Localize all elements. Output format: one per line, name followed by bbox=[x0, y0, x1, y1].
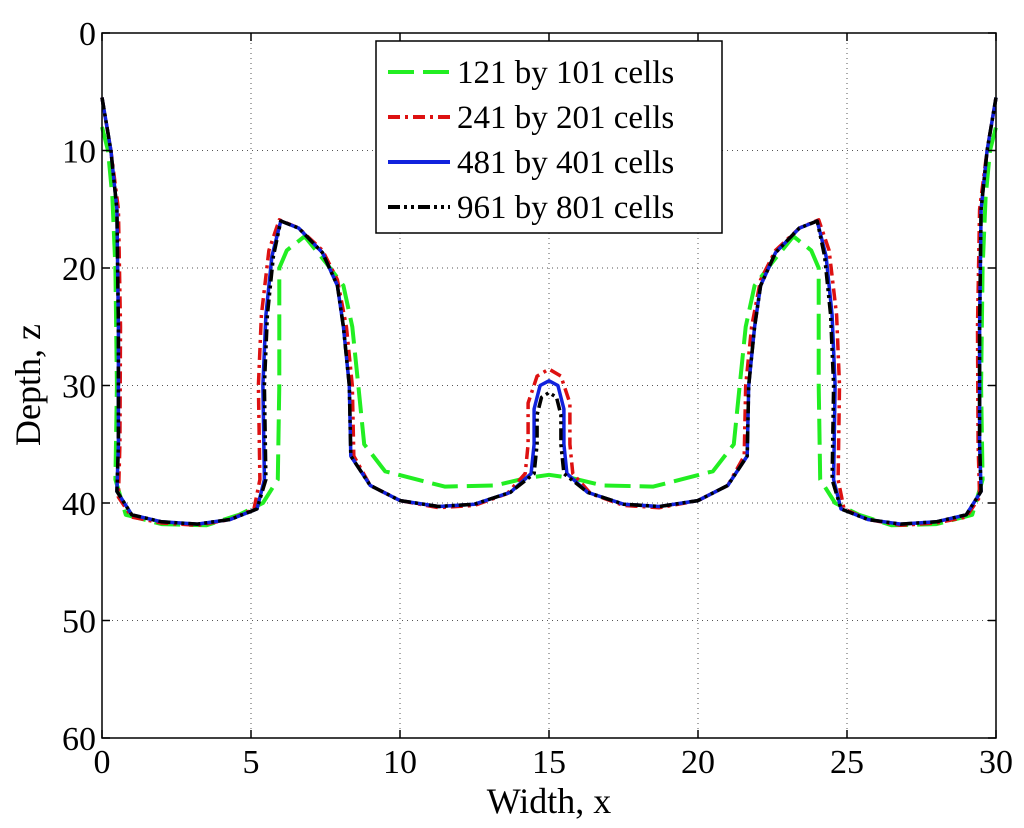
x-tick-label: 10 bbox=[383, 744, 417, 781]
y-tick-label: 20 bbox=[62, 251, 96, 288]
x-tick-label: 20 bbox=[681, 744, 715, 781]
y-tick-label: 0 bbox=[79, 16, 96, 53]
y-tick-label: 60 bbox=[62, 721, 96, 758]
x-tick-label: 15 bbox=[532, 744, 566, 781]
y-tick-label: 40 bbox=[62, 486, 96, 523]
grid bbox=[102, 33, 996, 738]
x-tick-label: 0 bbox=[94, 744, 111, 781]
x-tick-label: 25 bbox=[830, 744, 864, 781]
x-tick-label: 30 bbox=[979, 744, 1013, 781]
x-tick-label: 5 bbox=[243, 744, 260, 781]
series-lines bbox=[100, 97, 998, 528]
legend: 121 by 101 cells 241 by 201 cells 481 by 4… bbox=[375, 40, 723, 234]
legend-label-3: 481 by 401 cells bbox=[457, 145, 674, 181]
axis-ticks: 0 5 10 15 20 25 30 0 10 20 30 40 50 60 bbox=[62, 16, 1013, 781]
y-tick-label: 10 bbox=[62, 134, 96, 171]
series-line-1 bbox=[100, 126, 998, 528]
y-axis-label: Depth, z bbox=[8, 324, 48, 446]
legend-label-4: 961 by 801 cells bbox=[457, 190, 674, 226]
legend-label-1: 121 by 101 cells bbox=[457, 55, 674, 91]
x-axis-label: Width, x bbox=[487, 781, 612, 821]
series-line-4 bbox=[100, 97, 998, 526]
legend-label-2: 241 by 201 cells bbox=[457, 100, 674, 136]
series-line-2 bbox=[100, 97, 998, 528]
y-tick-label: 50 bbox=[62, 604, 96, 641]
y-tick-label: 30 bbox=[62, 369, 96, 406]
